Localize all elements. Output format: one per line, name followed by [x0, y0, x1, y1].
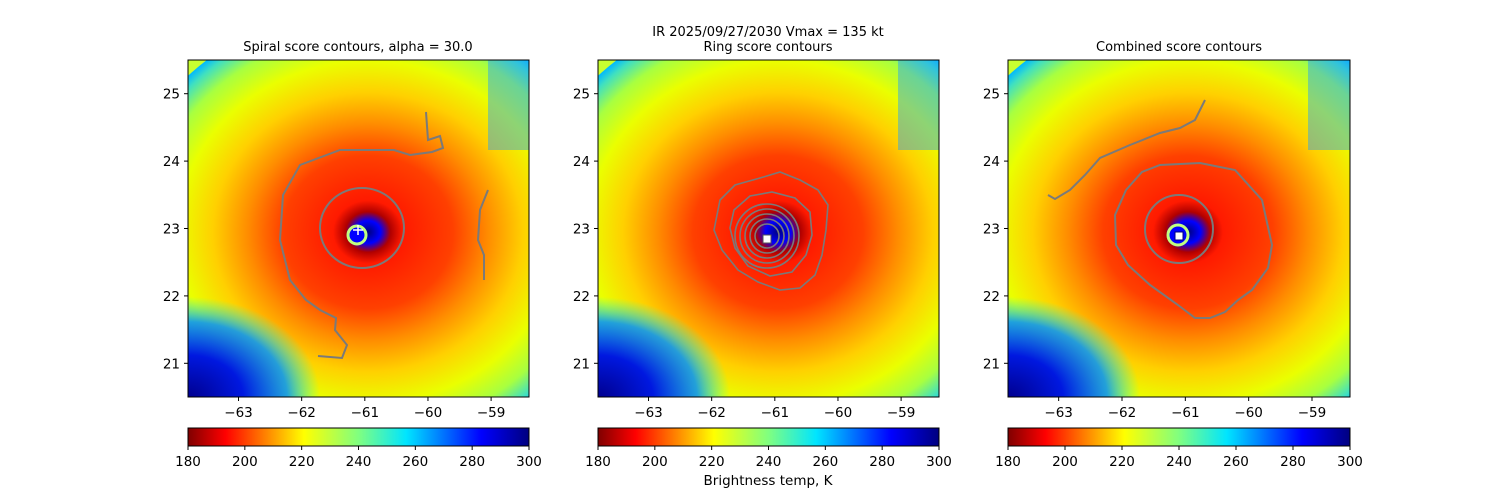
x-tick-label: −61 — [761, 405, 790, 421]
y-tick-label: 23 — [983, 222, 1000, 238]
colorbar — [187, 427, 530, 447]
y-tick-label: 22 — [573, 289, 590, 305]
colorbar — [597, 427, 940, 447]
panel-spiral: Spiral score contours, alpha = 30.0 −63−… — [163, 40, 542, 470]
x-ticks: −63 −62 −61 −60 −59 — [634, 397, 915, 421]
x-tick-label: −61 — [1171, 405, 1200, 421]
contour-ring-outer — [713, 171, 829, 291]
contour-ring-b — [739, 208, 795, 264]
contour-ring-mid — [729, 191, 813, 277]
spiral-contours — [278, 111, 489, 360]
y-tick-label: 24 — [983, 154, 1000, 170]
x-tick-label: −60 — [824, 405, 853, 421]
colorbar-tick-label: 300 — [1337, 454, 1363, 470]
y-ticks: 21 22 23 24 25 — [573, 87, 598, 372]
ir-cold-patch — [488, 60, 529, 150]
panel-ring: Ring score contours −63 −62 −61 −60 −59 21 22… — [573, 40, 952, 489]
colorbar-tick-label: 220 — [289, 454, 315, 470]
colorbar-tick-label: 220 — [699, 454, 725, 470]
y-tick-label: 25 — [983, 87, 1000, 103]
x-tick-label: −63 — [634, 405, 663, 421]
y-tick-label: 25 — [163, 87, 180, 103]
x-tick-label: −59 — [477, 405, 506, 421]
y-tick-label: 23 — [163, 222, 180, 238]
figure-suptitle: IR 2025/09/27/2030 Vmax = 135 kt — [652, 25, 883, 40]
colorbar-tick-label: 240 — [346, 454, 372, 470]
ir-cold-region — [1008, 230, 1228, 397]
x-tick-label: −63 — [1044, 405, 1073, 421]
colorbar-tick-label: 240 — [756, 454, 782, 470]
panel-title: Ring score contours — [703, 40, 832, 55]
y-tick-label: 22 — [983, 289, 1000, 305]
center-marker-cross — [353, 225, 363, 235]
colorbar-tick-label: 200 — [642, 454, 668, 470]
contour-outer-spiral — [278, 111, 445, 360]
contour-ring-e — [754, 223, 780, 249]
x-tick-label: −59 — [887, 405, 916, 421]
contour-ring-d — [749, 218, 785, 254]
colorbar-label: Brightness temp, K — [704, 473, 834, 489]
combined-contours — [1047, 99, 1274, 319]
x-tick-label: −61 — [351, 405, 380, 421]
colorbar-tick-label: 220 — [1109, 454, 1135, 470]
y-tick-label: 21 — [573, 356, 590, 372]
ir-cold-region — [188, 230, 408, 397]
colorbar-tick-label: 260 — [402, 454, 428, 470]
contour-outer — [1113, 161, 1274, 319]
y-tick-label: 24 — [163, 154, 180, 170]
x-ticks: −63 −62 −61 −60 −59 — [224, 397, 505, 421]
ir-cold-region — [598, 230, 818, 397]
y-ticks: 21 22 23 24 25 — [163, 87, 188, 372]
colorbar-tick-label: 180 — [585, 454, 611, 470]
panel-title: Spiral score contours, alpha = 30.0 — [243, 40, 472, 55]
x-ticks: −63 −62 −61 −60 −59 — [1044, 397, 1326, 421]
y-tick-label: 25 — [573, 87, 590, 103]
colorbar — [1007, 427, 1351, 447]
colorbar-tick-label: 260 — [812, 454, 838, 470]
panel-title: Combined score contours — [1096, 40, 1262, 55]
y-tick-label: 24 — [573, 154, 590, 170]
x-tick-label: −60 — [1234, 405, 1263, 421]
colorbar-tick-label: 180 — [175, 454, 201, 470]
colorbar-tick-label: 280 — [869, 454, 895, 470]
colorbar-tick-label: 300 — [516, 454, 542, 470]
center-marker-square — [1174, 231, 1184, 241]
x-tick-label: −62 — [697, 405, 726, 421]
ir-eye — [346, 224, 368, 246]
x-tick-label: −62 — [287, 405, 316, 421]
panel-combined: Combined score contours −63 −62 −61 −60 −59 … — [983, 40, 1363, 470]
ir-cold-patch — [1308, 60, 1350, 150]
y-tick-label: 22 — [163, 289, 180, 305]
x-tick-label: −62 — [1108, 405, 1137, 421]
colorbar-tick-label: 300 — [926, 454, 952, 470]
y-tick-label: 21 — [983, 356, 1000, 372]
x-tick-label: −63 — [224, 405, 253, 421]
ring-contours — [713, 171, 829, 291]
contour-ring-a — [734, 203, 800, 269]
colorbar-tick-label: 200 — [1052, 454, 1078, 470]
ir-cold-patch — [898, 60, 939, 150]
y-ticks: 21 22 23 24 25 — [983, 87, 1008, 372]
colorbar-tick-label: 260 — [1223, 454, 1249, 470]
colorbar-tick-label: 280 — [459, 454, 485, 470]
x-tick-label: −59 — [1298, 405, 1327, 421]
y-tick-label: 21 — [163, 356, 180, 372]
x-tick-label: −60 — [414, 405, 443, 421]
colorbar-ticks: 180 200 220 240 260 280 300 — [995, 446, 1363, 470]
colorbar-tick-label: 280 — [1280, 454, 1306, 470]
contour-northwest — [1047, 99, 1206, 201]
contour-inner — [319, 187, 405, 269]
colorbar-tick-label: 240 — [1166, 454, 1192, 470]
contour-inner — [1144, 194, 1214, 264]
colorbar-tick-label: 180 — [995, 454, 1021, 470]
contour-east — [476, 189, 489, 280]
contour-ring-c — [744, 213, 790, 259]
center-marker-square — [762, 234, 772, 244]
colorbar-tick-label: 200 — [232, 454, 258, 470]
y-tick-label: 23 — [573, 222, 590, 238]
colorbar-ticks: 180 200 220 240 260 280 300 — [585, 446, 952, 470]
colorbar-ticks: 180 200 220 240 260 280 300 — [175, 446, 542, 470]
